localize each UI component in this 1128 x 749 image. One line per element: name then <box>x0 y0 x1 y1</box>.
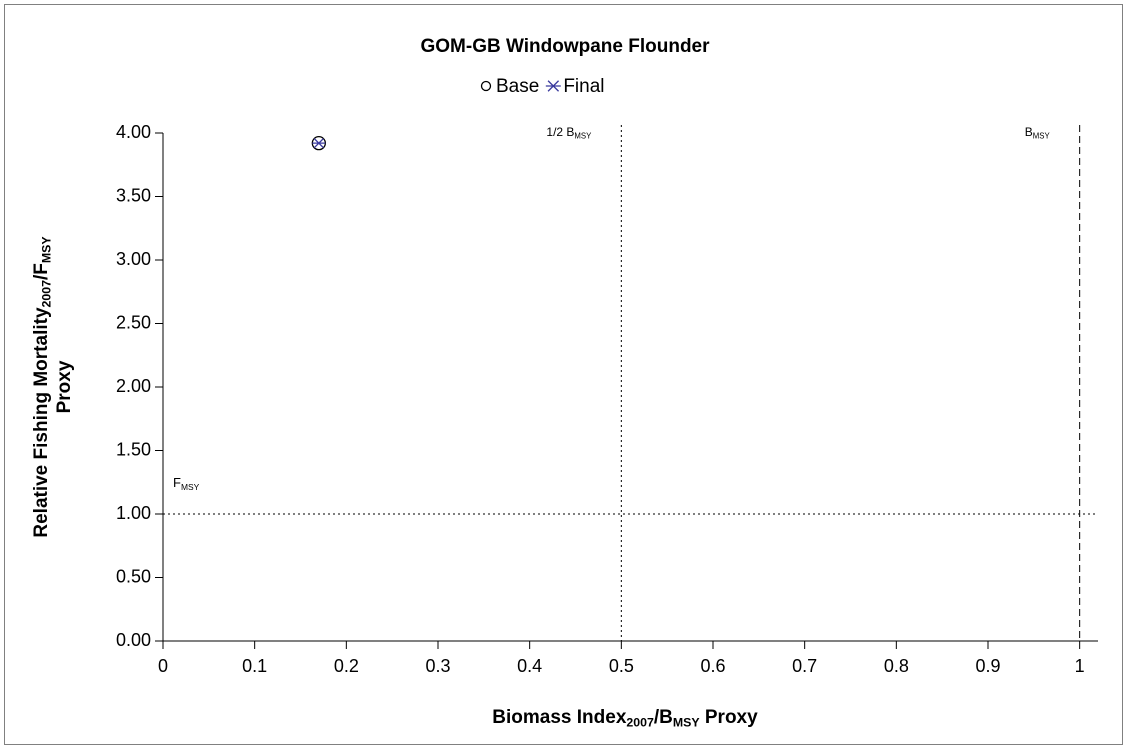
point <box>312 138 326 149</box>
legend-label: Final <box>563 76 604 97</box>
x-axis-label-part: 2007 <box>626 716 654 730</box>
y-axis-label-part: Relative Fishing Mortality <box>31 307 52 538</box>
x-axis-label-part: Biomass Index <box>492 707 627 728</box>
x-tick-label: 0.9 <box>975 656 1000 676</box>
y-tick-label: 2.00 <box>116 376 151 396</box>
x-axis-label: Biomass Index2007/BMSY Proxy <box>492 707 758 730</box>
x-tick-label: 1 <box>1075 656 1085 676</box>
y-tick-label: 1.50 <box>116 439 151 459</box>
x-axis-label-part: /B <box>654 707 673 728</box>
y-axis-label-part: /F <box>31 263 52 280</box>
reference-label: FMSY <box>173 475 200 492</box>
y-tick-label: 3.00 <box>116 249 151 269</box>
x-axis-label-part: MSY <box>673 716 701 730</box>
legend-marker <box>480 80 492 92</box>
reference-label-part: B <box>1025 125 1033 139</box>
x-tick-label: 0 <box>158 656 168 676</box>
y-axis-label: Proxy <box>54 360 75 413</box>
y-axis-label: Relative Fishing Mortality2007/FMSY <box>31 236 54 538</box>
legend-label: Base <box>496 76 539 97</box>
x-tick-label: 0.6 <box>700 656 725 676</box>
x-tick-label: 0.1 <box>242 656 267 676</box>
reference-label-part: MSY <box>574 132 592 141</box>
reference-label-part: MSY <box>1033 132 1051 141</box>
y-tick-label: 1.00 <box>116 503 151 523</box>
x-tick-label: 0.2 <box>334 656 359 676</box>
y-tick-label: 2.50 <box>116 312 151 332</box>
x-axis-label-part: Proxy <box>700 707 759 728</box>
reference-label-part: F <box>173 475 181 490</box>
x-tick-label: 0.8 <box>884 656 909 676</box>
y-tick-label: 0.50 <box>116 566 151 586</box>
y-tick-label: 4.00 <box>116 122 151 142</box>
reference-label: BMSY <box>1025 125 1051 140</box>
x-tick-label: 0.3 <box>425 656 450 676</box>
reference-label-part: MSY <box>181 482 200 492</box>
x-tick-label: 0.4 <box>517 656 542 676</box>
reference-label: 1/2 BMSY <box>546 125 592 140</box>
chart-border <box>4 4 1123 745</box>
x-tick-label: 0.7 <box>792 656 817 676</box>
y-axis-label-part: Proxy <box>54 360 75 413</box>
chart-title: GOM-GB Windowpane Flounder <box>420 36 710 57</box>
legend-marker <box>545 80 561 92</box>
y-axis-label-part: MSY <box>40 236 54 264</box>
y-axis-label-part: 2007 <box>40 280 54 308</box>
y-tick-label: 0.00 <box>116 630 151 650</box>
reference-label-part: 1/2 B <box>546 125 574 139</box>
x-tick-label: 0.5 <box>609 656 634 676</box>
y-tick-label: 3.50 <box>116 185 151 205</box>
